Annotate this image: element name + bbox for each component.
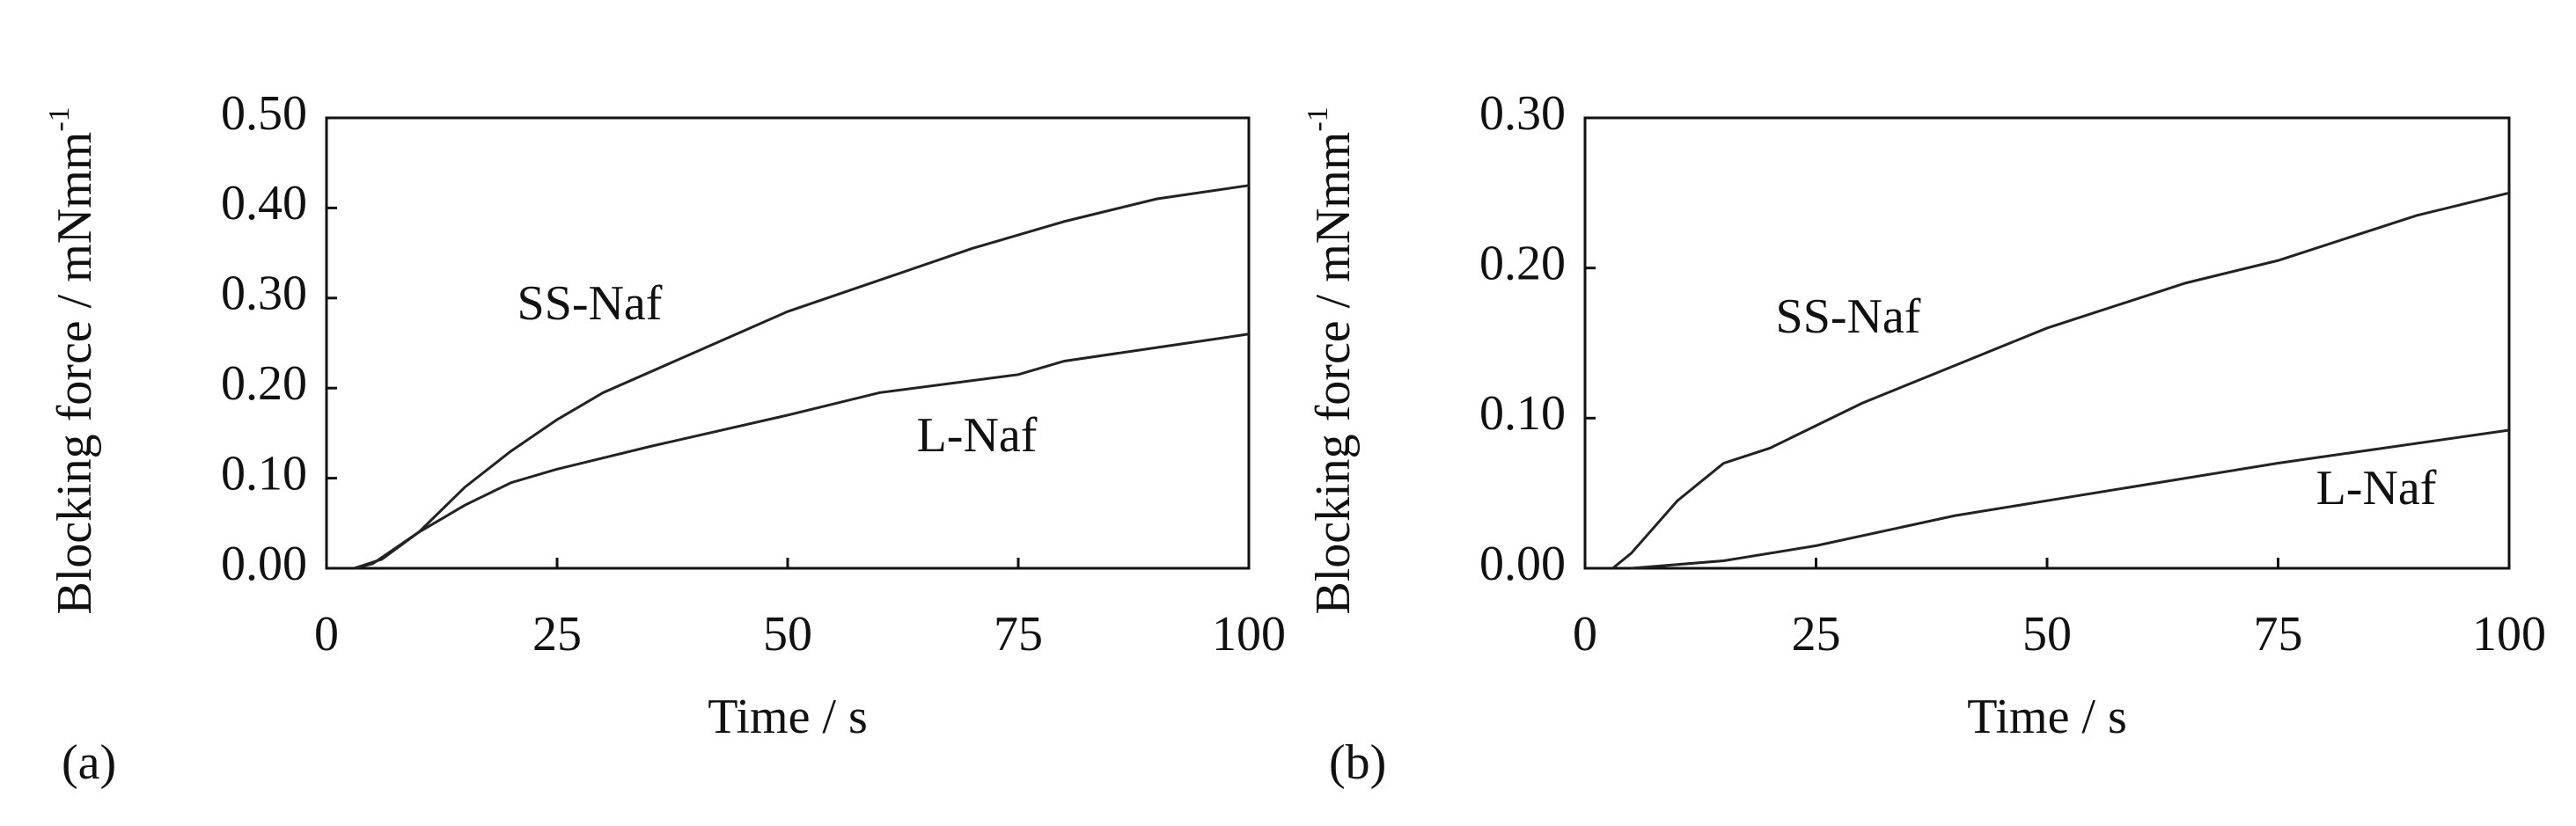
x-tick-label: 50	[763, 607, 812, 662]
y-axis-label: Blocking force / mNmm-1	[1302, 106, 1361, 614]
y-tick-label: 0.10	[221, 446, 307, 501]
x-axis-label: Time / s	[708, 690, 868, 744]
panel-label: (a)	[62, 735, 116, 790]
x-tick-label: 50	[2022, 607, 2072, 662]
x-tick-label: 75	[2254, 607, 2303, 662]
series-annotation: L-Naf	[917, 408, 1038, 463]
y-tick-label: 0.30	[1479, 86, 1566, 141]
y-tick-label: 0.00	[221, 537, 307, 591]
series-line	[353, 333, 1250, 570]
y-tick-label: 0.10	[1479, 386, 1566, 441]
y-tick-label: 0.20	[1479, 237, 1566, 291]
x-tick-label: 75	[994, 607, 1043, 662]
y-tick-label: 0.40	[221, 176, 307, 230]
panel-label: (b)	[1329, 735, 1386, 790]
y-tick-label: 0.20	[221, 356, 307, 411]
x-tick-label: 100	[2472, 607, 2546, 662]
y-tick-label: 0.00	[1479, 537, 1566, 591]
series-annotation: SS-Naf	[517, 276, 663, 331]
series-line	[1631, 428, 2510, 570]
series-line	[1611, 191, 2510, 570]
series-annotation: L-Naf	[2316, 461, 2437, 515]
y-axis-label: Blocking force / mNmm-1	[43, 106, 102, 614]
series-annotation: SS-Naf	[1776, 289, 1921, 344]
series-line	[354, 184, 1250, 570]
x-axis-label: Time / s	[1967, 690, 2127, 744]
x-tick-label: 100	[1212, 607, 1286, 662]
x-tick-label: 25	[532, 607, 582, 662]
y-axis-label-main: Blocking force / mNmm	[48, 132, 102, 615]
y-axis-label-main: Blocking force / mNmm	[1306, 132, 1361, 615]
x-tick-label: 25	[1792, 607, 1841, 662]
y-tick-label: 0.30	[221, 267, 307, 321]
y-tick-label: 0.50	[221, 86, 307, 141]
y-axis-label-sup: -1	[43, 106, 76, 131]
plot-frame	[325, 116, 1251, 570]
x-tick-label: 0	[1573, 607, 1597, 662]
y-axis-label-sup: -1	[1302, 106, 1334, 131]
x-tick-label: 0	[314, 607, 339, 662]
